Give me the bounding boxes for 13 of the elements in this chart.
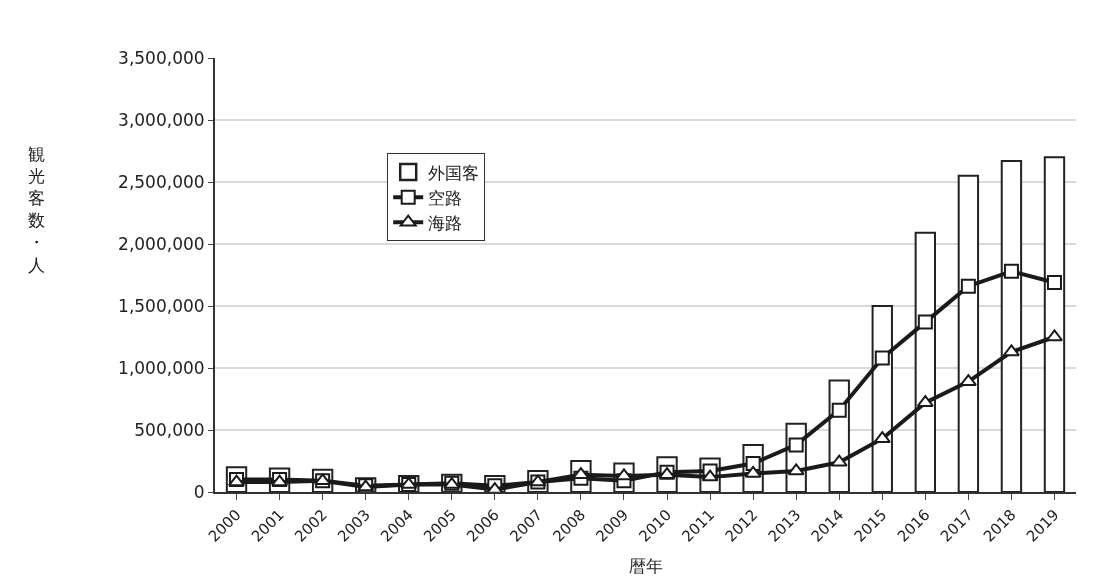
x-axis-title: 暦年 bbox=[628, 555, 663, 576]
legend-label: 空路 bbox=[428, 187, 463, 208]
y-tick-label: 2,500,000 bbox=[118, 171, 205, 192]
legend-label: 外国客 bbox=[428, 162, 480, 183]
y-tick-label: 1,500,000 bbox=[118, 295, 205, 316]
y-tick-label: 0 bbox=[193, 481, 205, 502]
y-tick-label: 500,000 bbox=[134, 419, 205, 440]
y-tick-label: 3,500,000 bbox=[118, 47, 205, 68]
y-tick-label: 3,000,000 bbox=[118, 109, 205, 130]
legend-label: 海路 bbox=[428, 212, 463, 233]
y-tick-label: 1,000,000 bbox=[118, 357, 205, 378]
y-tick-label: 2,000,000 bbox=[118, 233, 205, 254]
y-axis-title: 観光客数・人 bbox=[28, 144, 45, 275]
